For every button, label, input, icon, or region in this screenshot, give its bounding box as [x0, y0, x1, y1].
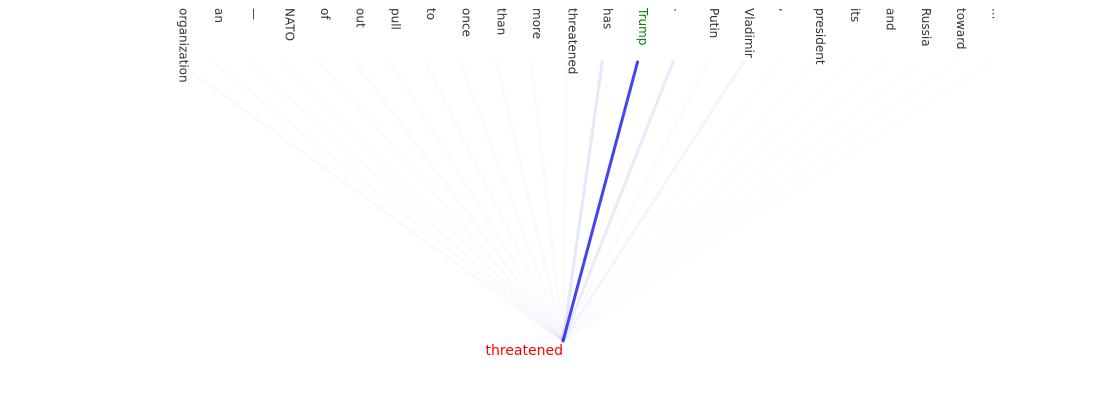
token-label: to — [424, 8, 438, 20]
attention-line — [563, 62, 708, 341]
token-label: once — [459, 8, 473, 37]
token-label: an — [212, 8, 226, 23]
token-label: — — [247, 8, 261, 20]
attention-line — [563, 62, 885, 341]
token-label: NATO — [283, 8, 297, 41]
token-label: out — [353, 8, 367, 28]
token-label: more — [530, 8, 544, 39]
token-label: president — [813, 8, 827, 65]
attention-line — [561, 60, 675, 343]
token-label: than — [495, 8, 509, 35]
token-label: Russia — [919, 8, 933, 47]
attention-line — [249, 62, 563, 341]
token-label: ... — [990, 8, 1004, 19]
token-label: toward — [954, 8, 968, 50]
token-label: . — [671, 8, 685, 12]
token-label: Vladimir — [742, 8, 756, 58]
attention-line — [561, 60, 604, 343]
token-label: Trump — [636, 7, 650, 45]
attention-line — [563, 62, 956, 341]
query-token: threatened — [486, 343, 563, 359]
token-label: pull — [389, 8, 403, 30]
attention-line — [284, 62, 563, 341]
token-label: its — [848, 8, 862, 22]
token-label: , — [777, 8, 791, 12]
attention-line — [563, 62, 567, 341]
attention-line — [561, 60, 640, 343]
token-label: Putin — [707, 8, 721, 38]
attention-line — [563, 62, 850, 341]
token-label: has — [601, 8, 615, 29]
attention-line — [561, 60, 746, 343]
token-label: threatened — [565, 8, 579, 74]
token-label: and — [884, 8, 898, 31]
token-label: of — [318, 8, 332, 20]
attention-line — [425, 62, 563, 341]
token-label: organization — [177, 8, 191, 83]
attention-line — [319, 62, 563, 341]
